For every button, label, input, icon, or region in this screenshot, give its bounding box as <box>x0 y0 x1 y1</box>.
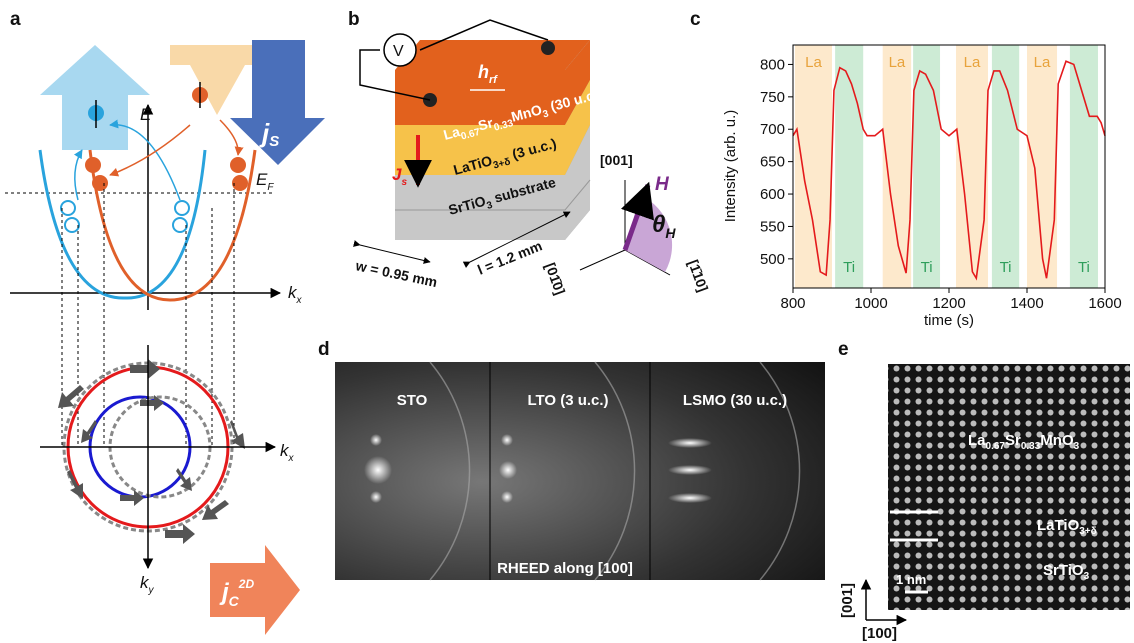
x-tick-label: 1400 <box>1010 295 1043 312</box>
caption: RHEED along [100] <box>497 560 633 577</box>
shaded-band <box>835 45 863 288</box>
shaded-band <box>1070 45 1098 288</box>
label: kx <box>288 283 303 306</box>
y-tick-label: 700 <box>760 121 785 138</box>
x-tick-label: 1600 <box>1088 295 1121 312</box>
label: ky <box>140 573 155 596</box>
label: [1̄10] <box>685 258 711 294</box>
panel-d: STO LTO (3 u.c.) LSMO (30 u.c.) RHEED al… <box>335 362 825 580</box>
band-label: La <box>805 54 822 71</box>
panel-b: V hrf La0.67Sr0.33MnO3 (30 u.c.) LaTiO3+… <box>353 20 711 297</box>
label: 1 nm <box>896 572 926 587</box>
label: [100] <box>862 625 897 642</box>
label: θH <box>652 211 676 241</box>
x-tick-label: 1200 <box>932 295 965 312</box>
x-tick-label: 1000 <box>854 295 887 312</box>
panel-c: time (s) Intensity (arb. u.) La Ti La Ti La T… <box>722 45 1122 329</box>
y-tick-label: 800 <box>760 56 785 73</box>
panel-label: c <box>690 9 701 30</box>
y-tick-label: 650 <box>760 154 785 171</box>
y-tick-label: 500 <box>760 251 785 268</box>
band-label: Ti <box>843 259 855 276</box>
label: l = 1.2 mm <box>475 237 544 277</box>
panel-label: e <box>838 339 849 360</box>
shaded-band <box>992 45 1019 288</box>
shaded-band <box>795 45 832 288</box>
band-label: La <box>964 54 981 71</box>
panel-a: jS E kx EF kx ky jC2D <box>5 40 325 635</box>
x-tick-label: 800 <box>780 295 805 312</box>
band-label: Ti <box>1078 259 1090 276</box>
y-tick-label: 550 <box>760 218 785 235</box>
figure: a b c d e jS E kx EF kx ky jC2D <box>0 0 1134 643</box>
y-axis-label: Intensity (arb. u.) <box>722 110 739 223</box>
label: E <box>140 105 152 124</box>
label: LSMO (30 u.c.) <box>683 392 787 409</box>
label: V <box>393 43 404 60</box>
x-axis-label: time (s) <box>924 312 974 329</box>
label: kx <box>280 441 295 464</box>
panel-label: a <box>10 9 21 30</box>
panel-e: La0.67Sr0.33MnO3 LaTiO3+δ SrTiO3 1 nm [0… <box>839 364 1130 642</box>
label: [001] <box>839 583 856 618</box>
label: [01̄0] <box>542 261 568 297</box>
band-label: La <box>889 54 906 71</box>
band-label: Ti <box>921 259 933 276</box>
spin-down-arrow <box>170 45 265 115</box>
label: [001] <box>600 152 633 168</box>
panel-label: d <box>318 339 330 360</box>
label: H <box>655 174 670 195</box>
label: w = 0.95 mm <box>353 257 438 290</box>
panel-label: b <box>348 9 360 30</box>
y-tick-label: 600 <box>760 186 785 203</box>
label: EF <box>256 170 274 193</box>
band-label: Ti <box>1000 259 1012 276</box>
band-label: La <box>1034 54 1051 71</box>
label: STO <box>397 392 428 409</box>
y-tick-label: 750 <box>760 89 785 106</box>
label: LTO (3 u.c.) <box>527 392 608 409</box>
spin-up-arrow <box>40 45 150 150</box>
